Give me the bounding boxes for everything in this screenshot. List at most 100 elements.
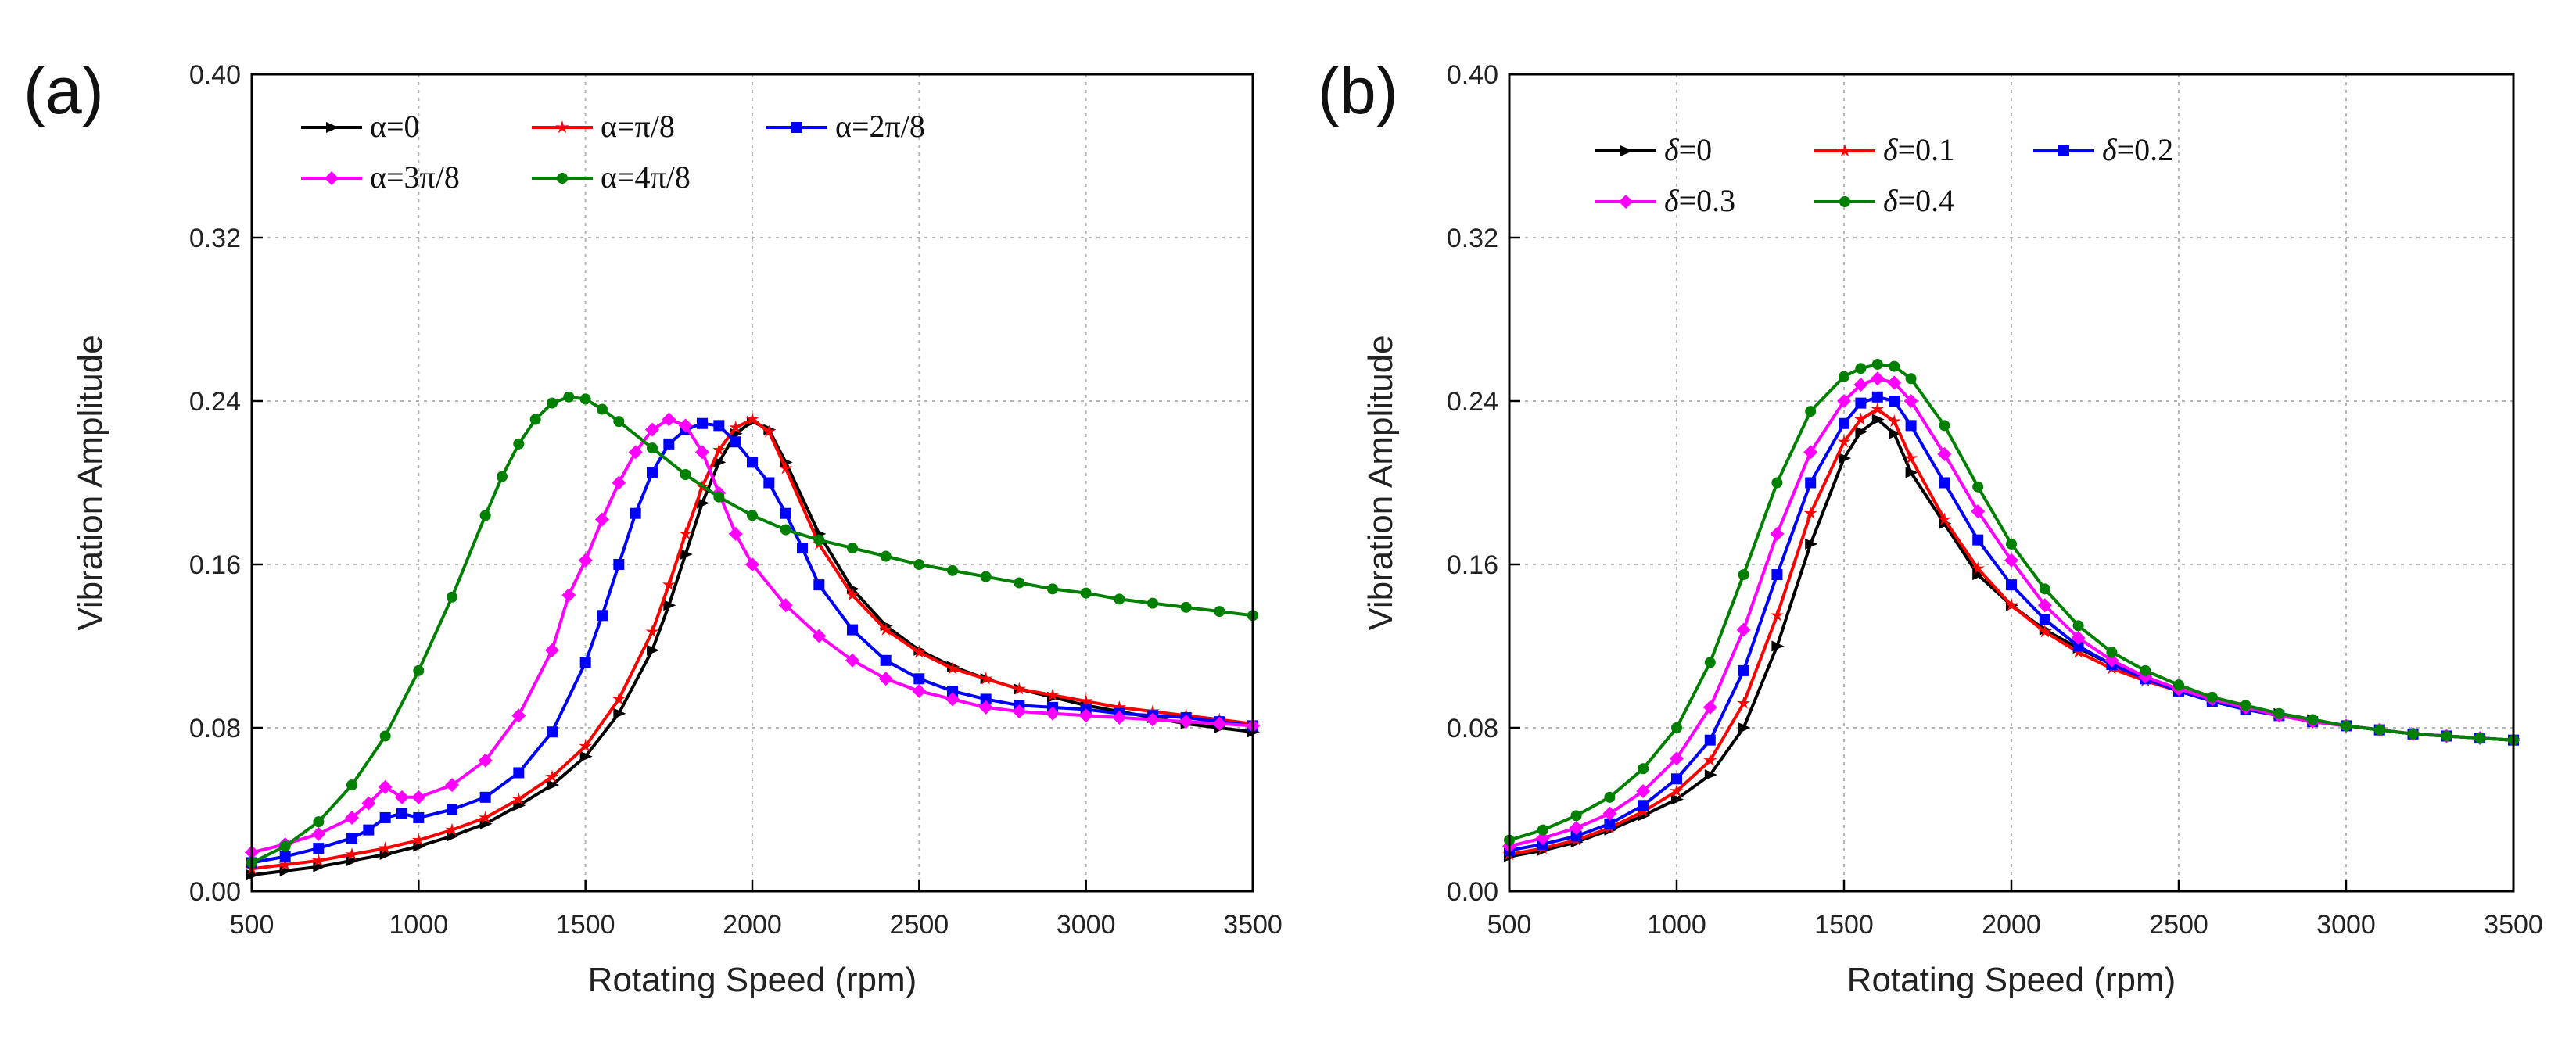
data-point — [1012, 682, 1026, 695]
data-point — [1905, 420, 1917, 432]
data-point — [697, 497, 709, 509]
data-point — [345, 810, 359, 825]
data-point — [1738, 722, 1751, 733]
x-tick-label: 3500 — [2484, 910, 2543, 940]
data-point — [2206, 691, 2218, 703]
data-point — [813, 579, 825, 591]
data-point — [879, 622, 893, 636]
data-point — [845, 653, 859, 668]
data-point — [1839, 196, 1850, 207]
data-point — [478, 753, 493, 768]
legend-symbol: α — [370, 109, 386, 144]
data-point — [1839, 371, 1849, 382]
data-point — [1671, 722, 1682, 733]
data-point — [763, 477, 775, 489]
data-point — [695, 445, 709, 460]
legend-item: δ=0.2 — [2033, 132, 2173, 167]
data-point — [980, 571, 992, 582]
data-point — [1570, 810, 1582, 822]
legend: α=0 α=π/8 α=2π/8α=3π/8 α=4π/8 — [301, 109, 925, 195]
data-point — [780, 507, 791, 519]
data-point — [1671, 793, 1684, 805]
data-point — [563, 391, 575, 403]
data-point — [1871, 414, 1885, 425]
data-point — [1670, 784, 1684, 797]
data-point — [1112, 700, 1126, 714]
y-tick-label: 0.00 — [189, 877, 241, 907]
data-point — [1870, 371, 1885, 386]
legend-value: =4π/8 — [617, 159, 691, 195]
data-point — [1179, 715, 1193, 729]
data-point — [1803, 445, 1818, 460]
x-tick-label: 1500 — [1814, 910, 1874, 940]
x-tick-label: 2500 — [890, 910, 949, 940]
legend-symbol: δ — [1883, 132, 1899, 167]
data-point — [1570, 830, 1582, 842]
data-point — [1939, 477, 1950, 489]
data-point — [979, 672, 993, 685]
data-point — [880, 654, 892, 666]
series-α=4π/8 — [246, 391, 1258, 869]
data-point — [1670, 751, 1684, 766]
data-point — [595, 512, 609, 527]
data-point — [913, 559, 925, 570]
data-point — [1147, 597, 1158, 609]
legend-symbol: δ — [2102, 132, 2118, 167]
legend-item: α=π/8 — [532, 109, 675, 144]
legend-value: =0 — [1679, 132, 1713, 167]
data-point — [597, 403, 608, 415]
legend-item: α=0 — [301, 109, 420, 144]
data-point — [511, 792, 526, 805]
legend-item: α=4π/8 — [532, 159, 691, 195]
data-point — [2373, 724, 2385, 736]
data-point — [780, 524, 791, 536]
legend-value: =2π/8 — [852, 109, 925, 144]
data-point — [1620, 145, 1633, 156]
data-point — [1212, 716, 1227, 731]
data-point — [497, 471, 508, 482]
data-point — [1214, 606, 1225, 618]
data-point — [1837, 394, 1851, 408]
legend-value: =π/8 — [617, 109, 675, 144]
data-point — [2006, 579, 2017, 591]
data-point — [379, 730, 391, 742]
data-point — [947, 685, 958, 697]
data-point — [1937, 446, 1952, 461]
x-tick-label: 500 — [1487, 910, 1532, 940]
legend-label: α=π/8 — [601, 109, 675, 144]
legend-value: =0 — [386, 109, 420, 144]
data-point — [1972, 481, 1984, 493]
data-point — [561, 588, 576, 603]
data-point — [545, 769, 559, 783]
data-point — [513, 767, 525, 779]
data-point — [545, 643, 559, 657]
data-point — [1636, 783, 1651, 798]
legend-value: =0.3 — [1679, 183, 1736, 218]
data-point — [2072, 640, 2084, 652]
x-axis-title: Rotating Speed (rpm) — [588, 961, 917, 999]
data-point — [1704, 769, 1717, 781]
data-point — [1078, 708, 1093, 723]
data-point — [812, 629, 827, 643]
data-point — [2106, 647, 2118, 658]
data-point — [680, 548, 693, 560]
y-tick-label: 0.40 — [189, 60, 241, 90]
x-tick-label: 2000 — [723, 910, 782, 940]
data-point — [2307, 714, 2319, 725]
data-point — [2140, 664, 2151, 676]
data-point — [813, 534, 825, 546]
data-point — [647, 467, 658, 478]
data-point — [1871, 391, 1883, 403]
series-α=3π/8 — [245, 412, 1260, 860]
y-axis-title: Vibration Amplitude — [71, 335, 109, 630]
data-point — [411, 790, 426, 804]
data-point — [779, 461, 793, 475]
data-point — [1853, 412, 1867, 425]
x-tick-label: 1500 — [556, 910, 615, 940]
data-point — [978, 700, 993, 715]
data-point — [1905, 373, 1917, 385]
x-tick-label: 2500 — [2149, 910, 2208, 940]
y-tick-label: 0.32 — [189, 224, 241, 253]
x-tick-label: 1000 — [389, 910, 449, 940]
x-tick-label: 2000 — [1982, 910, 2041, 940]
